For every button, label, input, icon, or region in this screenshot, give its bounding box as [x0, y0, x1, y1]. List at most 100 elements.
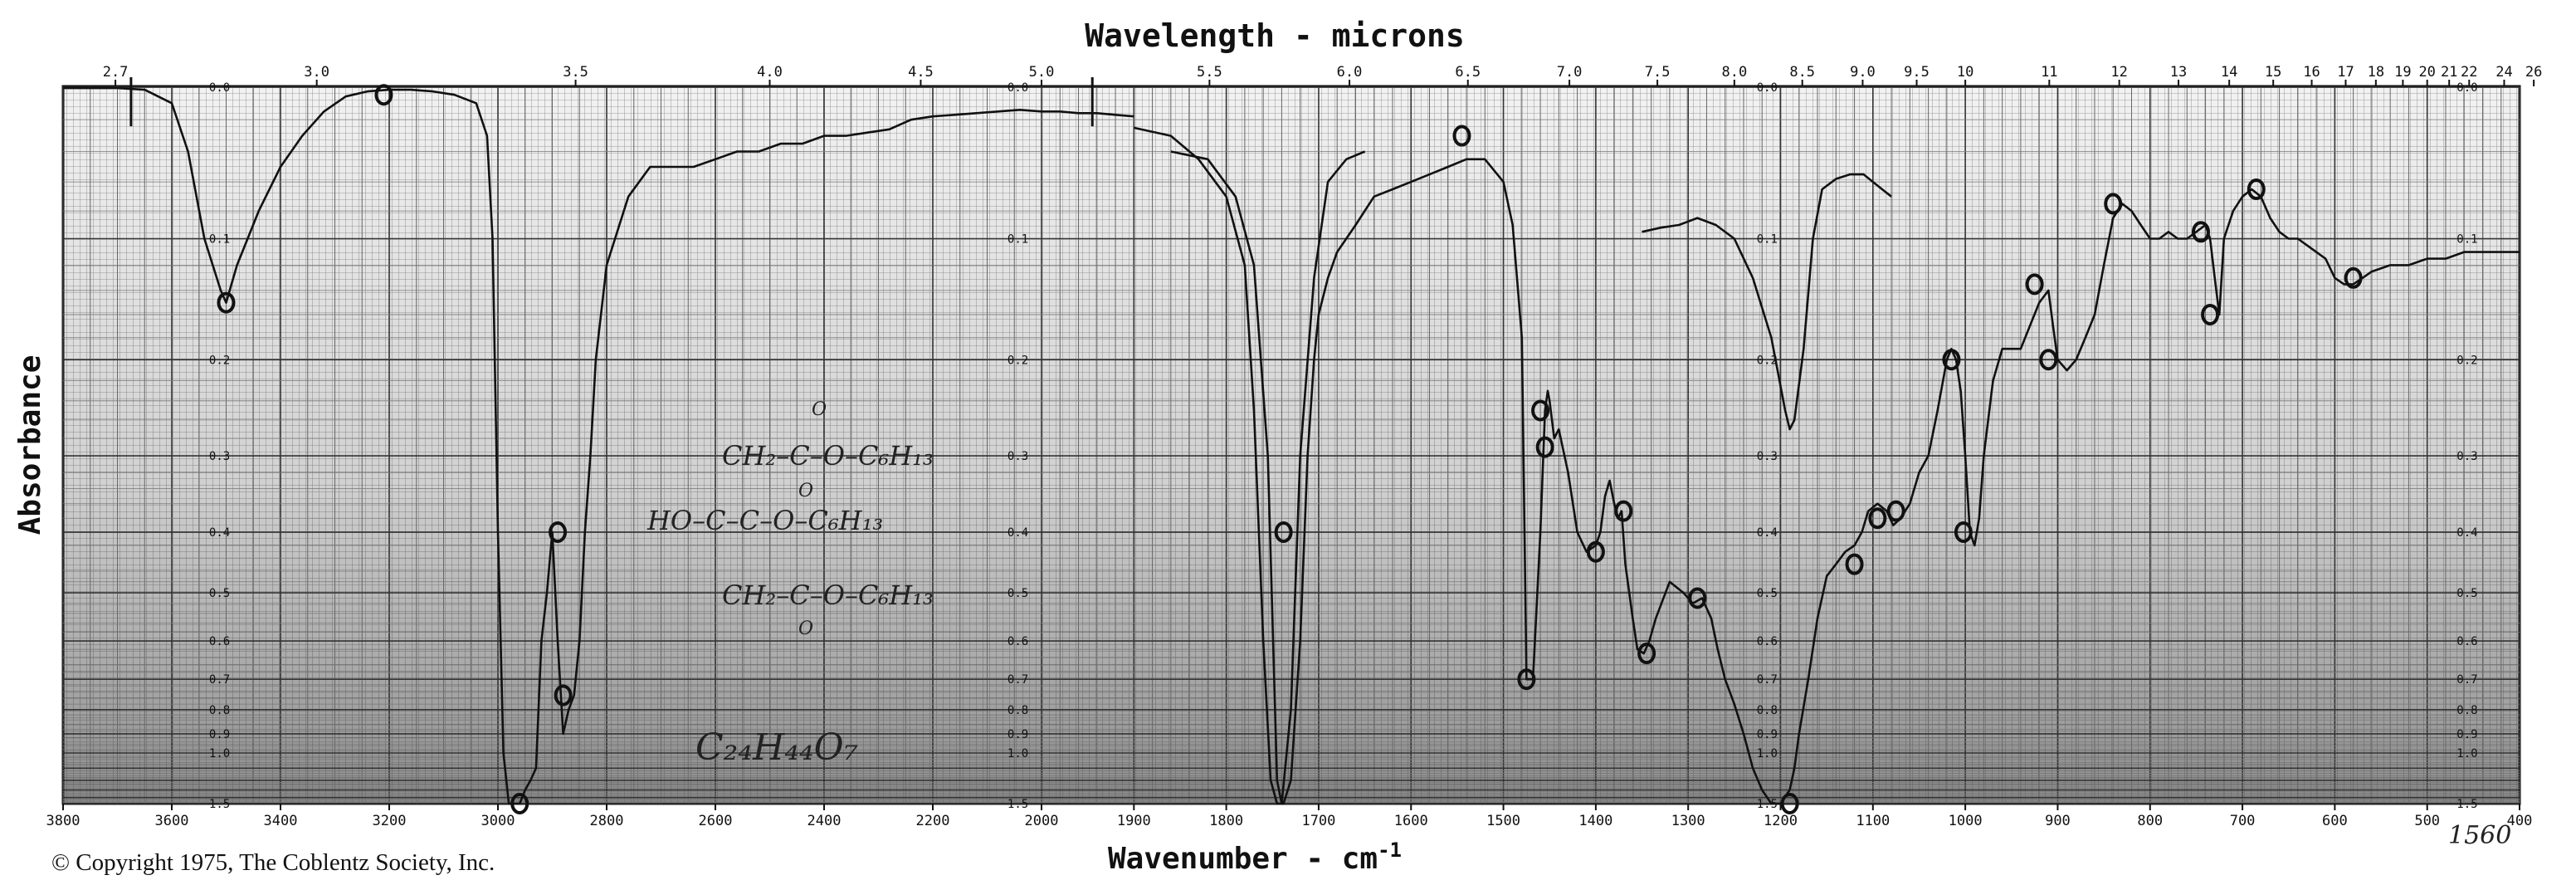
peak-mark [2191, 221, 2210, 243]
wavenumber-tick-label: 3400 [264, 813, 298, 829]
wavenumber-tick-label: 600 [2322, 813, 2348, 829]
absorbance-tick-label: 0.7 [209, 673, 230, 687]
wavenumber-tick-label: 1600 [1394, 813, 1428, 829]
wavelength-tick-label: 7.0 [1557, 64, 1583, 81]
absorbance-tick-label: 1.0 [1757, 747, 1778, 760]
absorbance-tick-label: 0.8 [1007, 704, 1028, 717]
peak-mark [2344, 266, 2363, 289]
peak-mark [1637, 643, 1656, 665]
corner-handwritten-mark: 1560 [2448, 821, 2511, 850]
peak-mark [1868, 507, 1887, 530]
absorbance-tick-label: 0.6 [1757, 635, 1778, 648]
wavenumber-tick-label: 1700 [1301, 813, 1335, 829]
wavelength-tick-label: 3.0 [304, 64, 329, 81]
wavenumber-tick-label: 3600 [155, 813, 189, 829]
wavenumber-tick-label: 700 [2230, 813, 2256, 829]
peak-mark [2201, 303, 2220, 325]
wavenumber-tick-label: 1800 [1209, 813, 1243, 829]
absorbance-tick-label: 1.5 [2456, 798, 2477, 811]
absorbance-tick-label: 0.3 [1757, 450, 1778, 463]
absorbance-tick-label: 0.7 [2456, 673, 2477, 687]
absorbance-tick-label: 0.4 [2456, 526, 2477, 540]
carbonyl-o-3: O [798, 618, 813, 639]
absorbance-tick-label: 0.2 [1757, 354, 1778, 367]
wavenumber-tick-label: 1000 [1949, 813, 1983, 829]
wavelength-tick-label: 4.5 [908, 64, 934, 81]
wavenumber-tick-label: 2600 [699, 813, 733, 829]
peak-mark [1780, 793, 1799, 814]
wavelength-tick-label: 14 [2221, 64, 2237, 81]
wavelength-tick-label: 19 [2394, 64, 2411, 81]
wavelength-tick-label: 4.0 [757, 64, 783, 81]
wavelength-tick-label: 3.5 [563, 64, 588, 81]
absorbance-tick-label: 0.4 [1757, 526, 1778, 540]
absorbance-tick-label: 0.1 [209, 233, 230, 247]
absorbance-tick-label: 0.5 [2456, 587, 2477, 600]
absorbance-tick-label: 0.1 [1757, 233, 1778, 247]
peak-mark [374, 84, 393, 106]
absorbance-tick-label: 0.2 [1007, 354, 1028, 367]
peak-mark [1452, 125, 1471, 147]
wavenumber-tick-label: 800 [2137, 813, 2163, 829]
absorbance-tick-label: 1.0 [2456, 747, 2477, 760]
absorbance-tick-label: 0.8 [2456, 704, 2477, 717]
wavenumber-tick-labels: 3800 3600 3400 3200 3000 2800 2600 2400 2200 2000… [46, 804, 2532, 829]
peak-mark [1531, 399, 1550, 422]
peak-mark [2025, 273, 2044, 296]
wavelength-tick-label: 9.5 [1904, 64, 1930, 81]
wavenumber-tick-label: 2000 [1025, 813, 1059, 829]
peak-mark [1942, 349, 1961, 371]
absorbance-tick-label: 1.0 [209, 747, 230, 760]
peak-mark [2247, 178, 2266, 201]
wavelength-tick-label: 9.0 [1850, 64, 1876, 81]
absorbance-tick-label: 0.5 [209, 587, 230, 600]
molecular-formula: C₂₄H₄₄O₇ [695, 726, 859, 769]
wavelength-tick-label: 26 [2525, 64, 2542, 81]
wavelength-tick-label: 2.7 [103, 64, 129, 81]
absorbance-tick-label: 0.5 [1007, 587, 1028, 600]
wavenumber-tick-label: 2200 [916, 813, 950, 829]
peak-mark [1586, 540, 1605, 563]
absorbance-tick-label: 0.5 [1757, 587, 1778, 600]
spectrum-series-line [1642, 173, 1892, 431]
absorbance-tick-label: 0.7 [1757, 673, 1778, 687]
peak-mark [554, 684, 573, 706]
spectrum-series-line [1134, 126, 2520, 805]
absorbance-tick-label: 0.1 [2456, 233, 2477, 247]
x-axis-label-exponent: -1 [1378, 838, 1402, 862]
wavenumber-tick-label: 500 [2414, 813, 2440, 829]
wavelength-tick-label: 11 [2041, 64, 2057, 81]
absorbance-tick-label: 0.9 [1757, 728, 1778, 741]
absorbance-tick-label: 0.3 [1007, 450, 1028, 463]
wavenumber-tick-label: 1500 [1486, 813, 1520, 829]
absorbance-tick-label: 0.0 [1007, 81, 1028, 95]
wavelength-tick-label: 7.5 [1645, 64, 1671, 81]
absorbance-tick-label: 0.0 [2456, 81, 2477, 95]
wavelength-tick-label: 8.5 [1789, 64, 1815, 81]
absorbance-tick-label: 0.6 [1007, 635, 1028, 648]
absorbance-tick-label: 0.2 [2456, 354, 2477, 367]
absorbance-tick-label: 0.0 [1757, 81, 1778, 95]
wavelength-tick-label: 5.0 [1029, 64, 1055, 81]
carbonyl-o-1: O [812, 399, 827, 420]
absorbance-tick-label: 1.0 [1007, 747, 1028, 760]
peak-mark [1535, 436, 1554, 458]
y-axis-label: Absorbance [13, 355, 47, 535]
wavenumber-tick-label: 2800 [590, 813, 624, 829]
wavenumber-tick-label: 1400 [1578, 813, 1612, 829]
absorbance-tick-label: 0.7 [1007, 673, 1028, 687]
wavenumber-tick-label: 3000 [481, 813, 515, 829]
structure-line-1: CH₂–C–O–C₆H₁₃ [722, 440, 934, 472]
structure-annotation: O CH₂–C–O–C₆H₁₃ O HO–C–C–O–C₆H₁₃ CH₂–C–O… [646, 399, 934, 769]
wavelength-tick-label: 16 [2303, 64, 2320, 81]
wavenumber-tick-label: 1900 [1117, 813, 1151, 829]
absorbance-tick-label: 0.4 [209, 526, 230, 540]
chart-title: Wavelength - microns [1085, 17, 1465, 54]
absorbance-tick-label: 0.1 [1007, 233, 1028, 247]
wavenumber-tick-label: 900 [2045, 813, 2071, 829]
absorbance-tick-label: 0.4 [1007, 526, 1028, 540]
spectrum-series-line [63, 86, 1134, 805]
peak-mark [510, 793, 529, 814]
peak-mark [1845, 553, 1864, 575]
wavenumber-tick-label: 3200 [373, 813, 407, 829]
